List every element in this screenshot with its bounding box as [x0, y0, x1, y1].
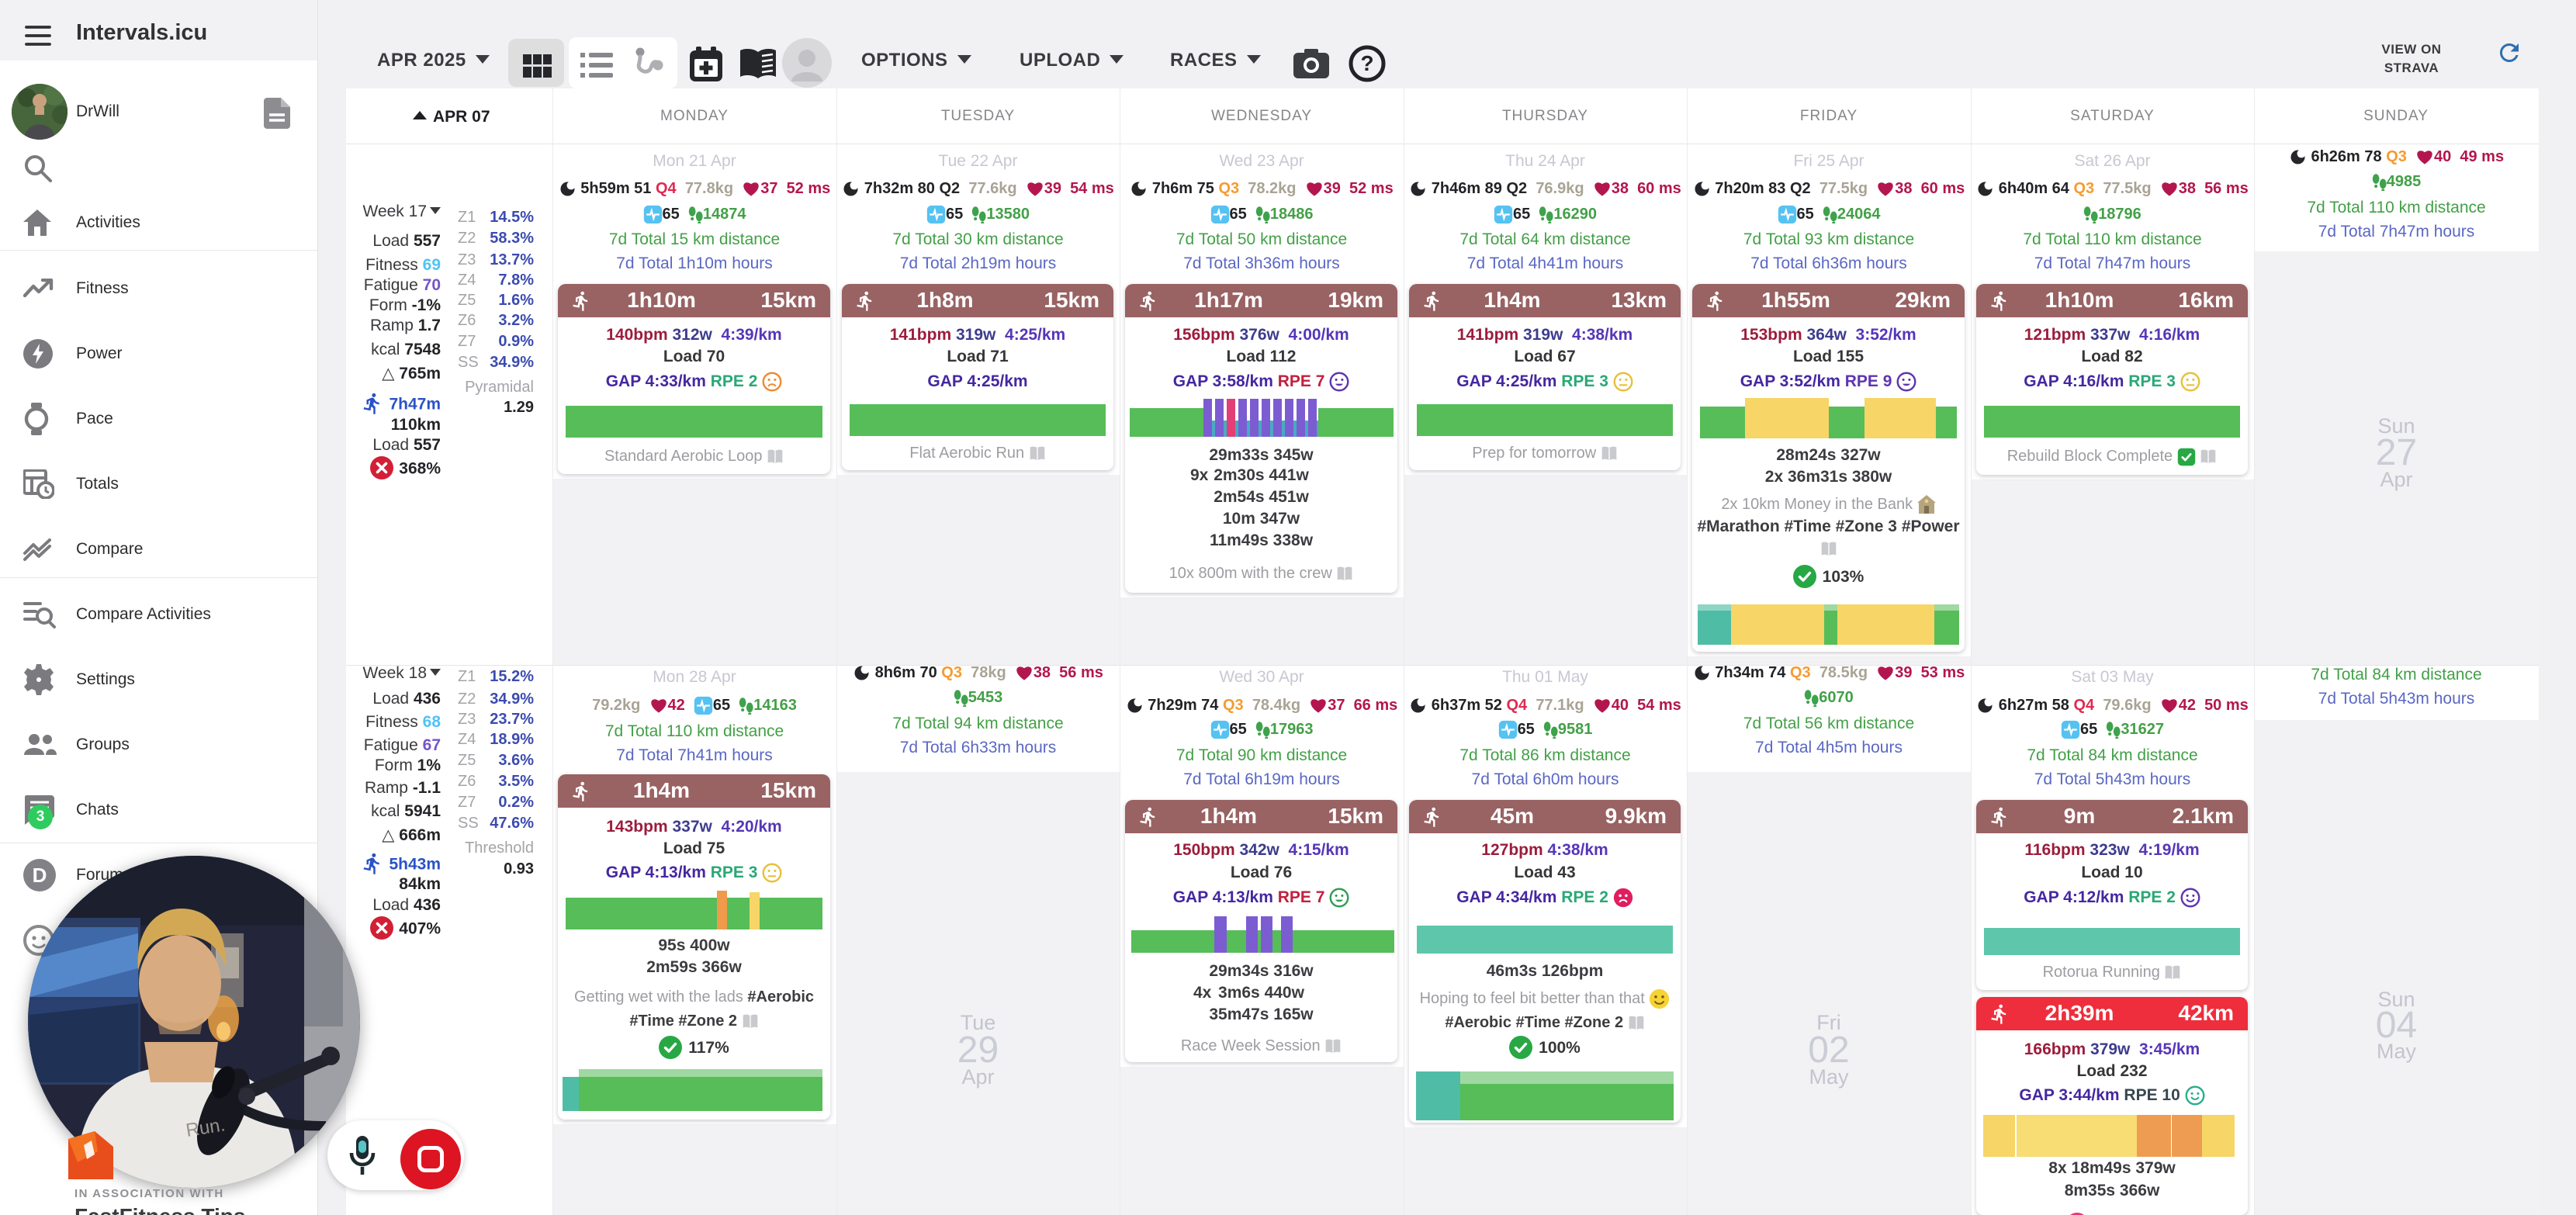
svg-text:?: ?	[1360, 51, 1373, 75]
svg-text:D: D	[33, 864, 47, 887]
